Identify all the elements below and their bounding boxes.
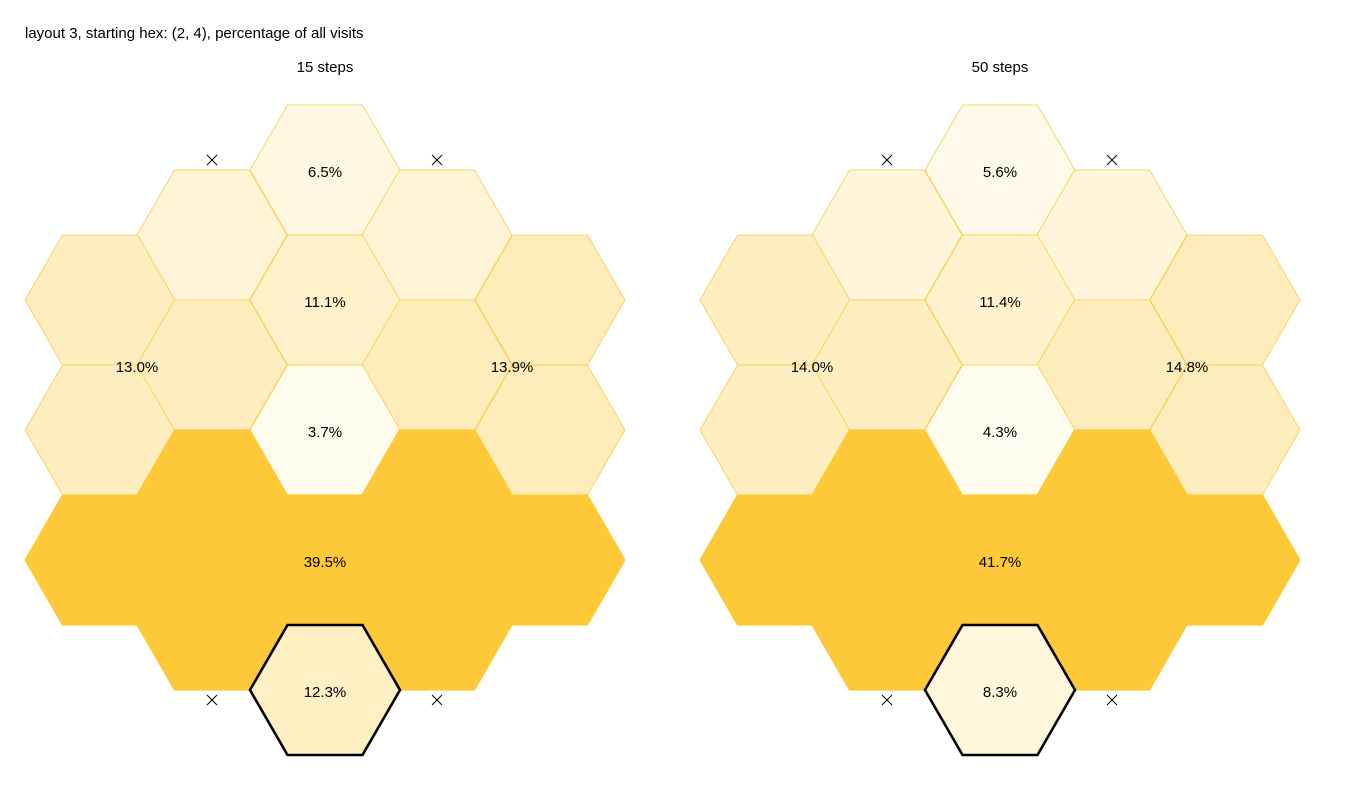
- start-hex-outline: [923, 623, 1077, 757]
- x-marker-icon: [206, 154, 218, 166]
- hex-label-start: 8.3%: [983, 684, 1017, 701]
- hex-label-top: 5.6%: [983, 164, 1017, 181]
- panel-title: 15 steps: [297, 59, 354, 76]
- x-marker-icon: [1106, 694, 1118, 706]
- page-title: layout 3, starting hex: (2, 4), percenta…: [25, 25, 364, 42]
- x-marker-icon: [431, 694, 443, 706]
- x-marker-icon: [881, 154, 893, 166]
- panel-50-steps: 50 steps 5.6% 11.4% 14.0% 14.8% 4.3% 41.7% 8.3%: [699, 59, 1301, 757]
- panel-15-steps: 15 steps 6.5% 11.1% 13.0% 13.9% 3.7% 39.5% 12.3…: [24, 59, 626, 757]
- hex-label-right: 14.8%: [1166, 359, 1209, 376]
- hex-label-center: 11.1%: [304, 294, 345, 311]
- x-marker-icon: [206, 694, 218, 706]
- hex-label-left: 14.0%: [791, 359, 834, 376]
- hex-label-bottom-band: 39.5%: [304, 554, 347, 571]
- hex-label-inner: 3.7%: [308, 424, 342, 441]
- hex-label-bottom-band: 41.7%: [979, 554, 1022, 571]
- panel-title: 50 steps: [972, 59, 1029, 76]
- hex-label-inner: 4.3%: [983, 424, 1017, 441]
- hex-label-top: 6.5%: [308, 164, 342, 181]
- hex-label-right: 13.9%: [491, 359, 534, 376]
- hex-label-center: 11.4%: [979, 294, 1020, 311]
- x-marker-icon: [431, 154, 443, 166]
- start-hex-outline: [248, 623, 402, 757]
- x-marker-icon: [1106, 154, 1118, 166]
- hex-label-start: 12.3%: [304, 684, 347, 701]
- x-marker-icon: [881, 694, 893, 706]
- hex-label-left: 13.0%: [116, 359, 159, 376]
